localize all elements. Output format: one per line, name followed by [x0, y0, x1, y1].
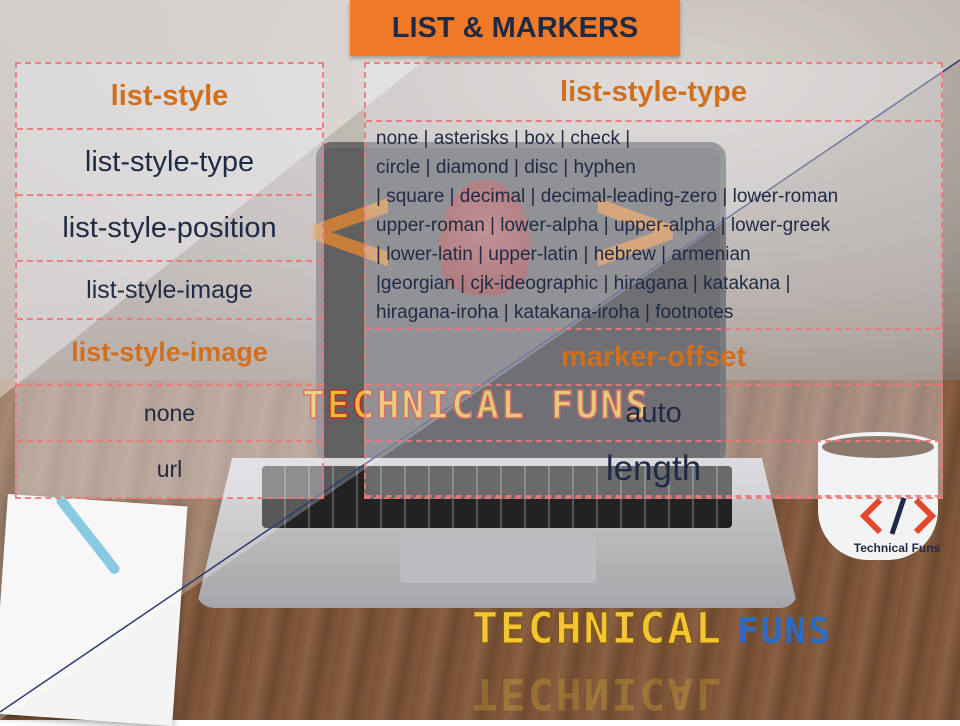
watermark-left-bracket-icon: < [300, 160, 401, 299]
laptop-trackpad [400, 535, 596, 583]
table-row: list-style-type [17, 130, 322, 196]
table-row: list-style-position [17, 196, 322, 262]
list-style-table: list-style list-style-type list-style-po… [15, 62, 324, 499]
table-row: length [366, 442, 941, 497]
watermark-flame-icon [440, 180, 530, 310]
marker-offset-header: marker-offset [366, 330, 941, 386]
type-values-line: upper-roman | lower-alpha | upper-alpha … [376, 215, 831, 236]
type-values-line: | lower-latin | upper-latin | hebrew | a… [376, 244, 751, 265]
brand-word-technical: TECHNICAL [472, 604, 723, 655]
technical-funs-logo-icon [859, 497, 937, 535]
type-values-line: none | asterisks | box | check | [376, 128, 631, 149]
brand-label: Technical Funs [853, 541, 941, 555]
brand-wordmark: TECHNICAL FUNS [472, 604, 832, 655]
type-values-line: hiragana-iroha | katakana-iroha | footno… [376, 302, 734, 323]
type-values-line: | square | decimal | decimal-leading-zer… [376, 186, 839, 207]
watermark-text: TECHNICAL FUNS [301, 382, 651, 428]
list-style-type-values: none | asterisks | box | check | circle … [376, 124, 941, 327]
brand-wordmark-reflection: TECHNICAL [472, 668, 723, 718]
table-row: auto [366, 386, 941, 442]
type-values-line: |georgian | cjk-ideographic | hiragana |… [376, 273, 791, 294]
type-values-line: circle | diamond | disc | hyphen [376, 157, 636, 178]
list-style-type-header: list-style-type [366, 64, 941, 122]
table-row: list-style-image [17, 262, 322, 320]
table-row: list-style [17, 64, 322, 130]
laptop-screen [322, 148, 720, 460]
table-row: list-style-image [17, 320, 322, 386]
table-row: none [17, 386, 322, 442]
watermark-right-bracket-icon: > [585, 160, 686, 299]
table-row: url [156, 456, 183, 482]
page-title: LIST & MARKERS [350, 0, 680, 56]
list-style-type-table: list-style-type marker-offset auto lengt… [364, 62, 943, 499]
brand-word-funs: FUNS [737, 611, 832, 652]
brand-reflection-word: TECHNICAL [472, 668, 723, 718]
list-style-type-values-cell [366, 122, 941, 330]
coffee-cup-top [818, 432, 938, 462]
